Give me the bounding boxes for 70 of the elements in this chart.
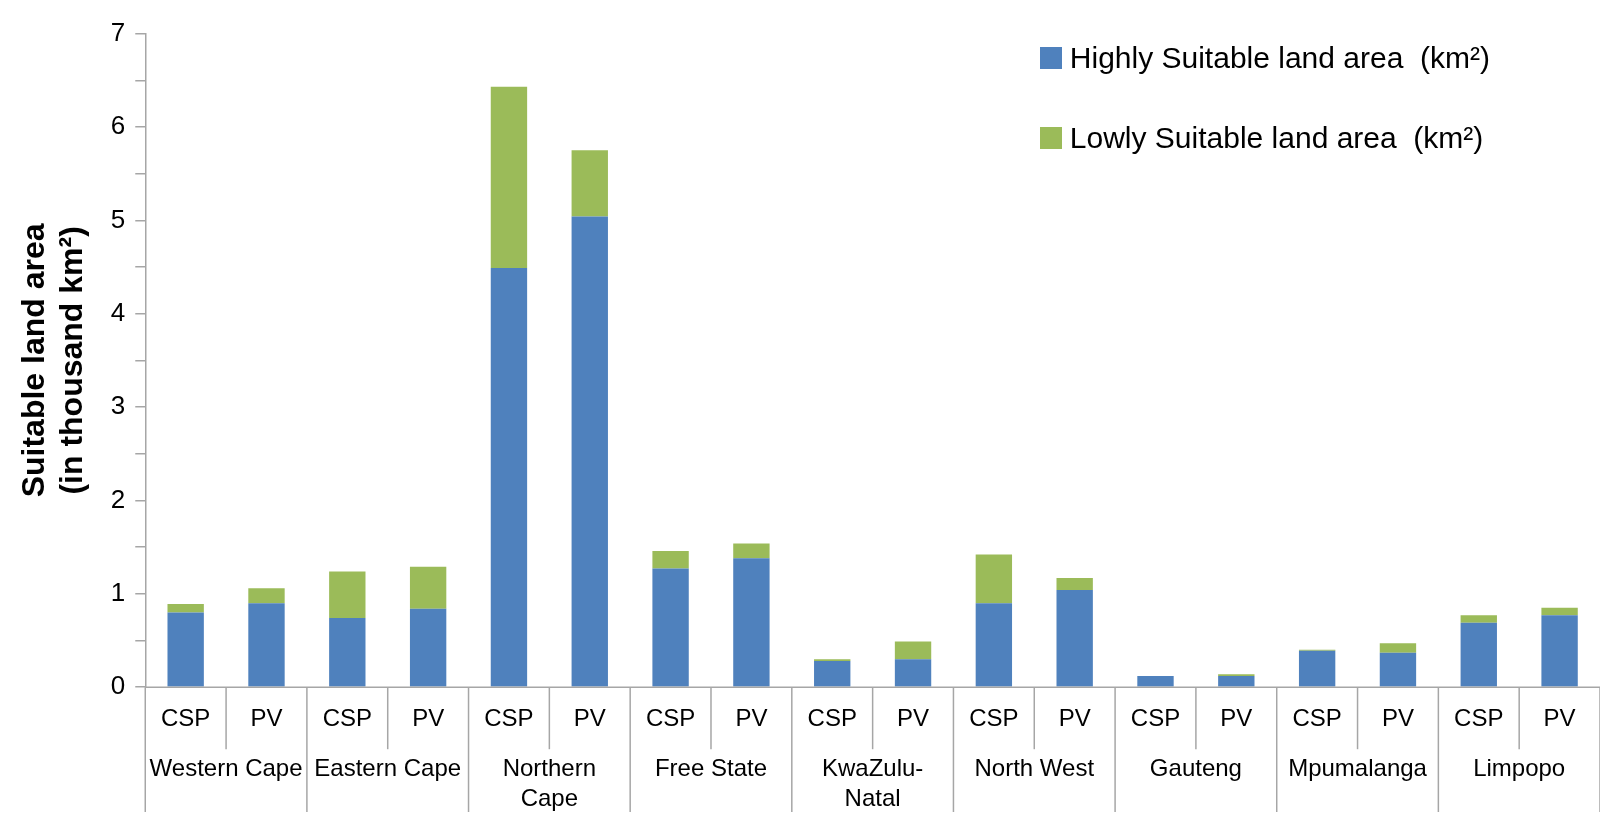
bar	[1056, 577, 1093, 591]
bar	[814, 661, 851, 687]
x-tick-label: CSP	[969, 704, 1019, 732]
bar	[329, 571, 366, 619]
bar	[894, 659, 932, 687]
bar	[1056, 590, 1093, 687]
y-axis-title: Suitable land area (in thousand km²)	[15, 223, 90, 498]
y-tick-label: 4	[110, 296, 126, 327]
x-tick-label: PV	[897, 704, 930, 732]
x-tick-label: PV	[573, 704, 606, 732]
text: Gauteng	[1149, 753, 1242, 781]
text: Mpumalanga	[1288, 753, 1428, 781]
bar	[652, 550, 689, 569]
text: Western Cape	[149, 753, 303, 781]
bar	[1137, 676, 1174, 687]
bar	[733, 558, 770, 687]
text: Northern Cape	[502, 753, 597, 811]
y-tick-label: 0	[110, 670, 126, 701]
text: Limpopo	[1473, 753, 1566, 781]
bar	[1218, 676, 1255, 687]
y-tick-label: 2	[110, 483, 126, 514]
text: North West	[974, 753, 1095, 781]
x-tick-label: CSP	[645, 704, 696, 732]
y-tick-label: 5	[110, 203, 126, 234]
bar	[733, 543, 770, 559]
x-tick-label: CSP	[1292, 704, 1342, 732]
bar	[894, 641, 932, 660]
bar	[571, 150, 608, 217]
bar	[248, 588, 285, 604]
bar	[409, 608, 447, 687]
text: Eastern Cape	[314, 753, 462, 781]
x-tick-label: CSP	[160, 704, 211, 732]
x-tick-label: PV	[412, 704, 445, 732]
y-tick-label: 3	[110, 390, 126, 421]
bar	[1379, 643, 1417, 653]
bar	[1460, 622, 1497, 687]
bar	[167, 604, 204, 613]
bar	[1460, 615, 1497, 623]
bar	[1541, 615, 1578, 687]
bar	[1379, 652, 1417, 687]
x-tick-label: PV	[250, 704, 283, 732]
text: Free State	[654, 753, 768, 781]
bar	[571, 216, 608, 687]
bar	[652, 568, 689, 687]
bar	[409, 566, 447, 609]
x-tick-label: CSP	[807, 704, 857, 732]
bar	[329, 618, 366, 687]
x-tick-label: PV	[1220, 704, 1253, 732]
legend-label: Lowly Suitable land area (km²)	[1069, 121, 1484, 155]
x-tick-label: PV	[1058, 704, 1091, 732]
x-tick-label: CSP	[322, 704, 372, 732]
bar	[1541, 607, 1578, 616]
text: KwaZulu-Natal	[821, 753, 924, 811]
bar	[490, 86, 528, 268]
bar	[248, 603, 285, 687]
x-tick-label: PV	[1381, 704, 1414, 732]
y-tick-label: 6	[110, 110, 126, 141]
x-tick-label: PV	[735, 704, 768, 732]
bar	[490, 267, 528, 687]
bar	[167, 612, 204, 687]
bar	[975, 554, 1013, 604]
x-tick-label: CSP	[1130, 704, 1181, 732]
y-tick-label: 7	[110, 16, 126, 47]
bar	[975, 603, 1013, 687]
x-tick-label: PV	[1543, 704, 1576, 732]
x-tick-label: CSP	[1454, 704, 1504, 732]
y-tick-label: 1	[110, 577, 126, 607]
bar	[1298, 650, 1336, 687]
x-tick-label: CSP	[484, 704, 534, 732]
legend-label: Highly Suitable land area (km²)	[1069, 41, 1490, 75]
